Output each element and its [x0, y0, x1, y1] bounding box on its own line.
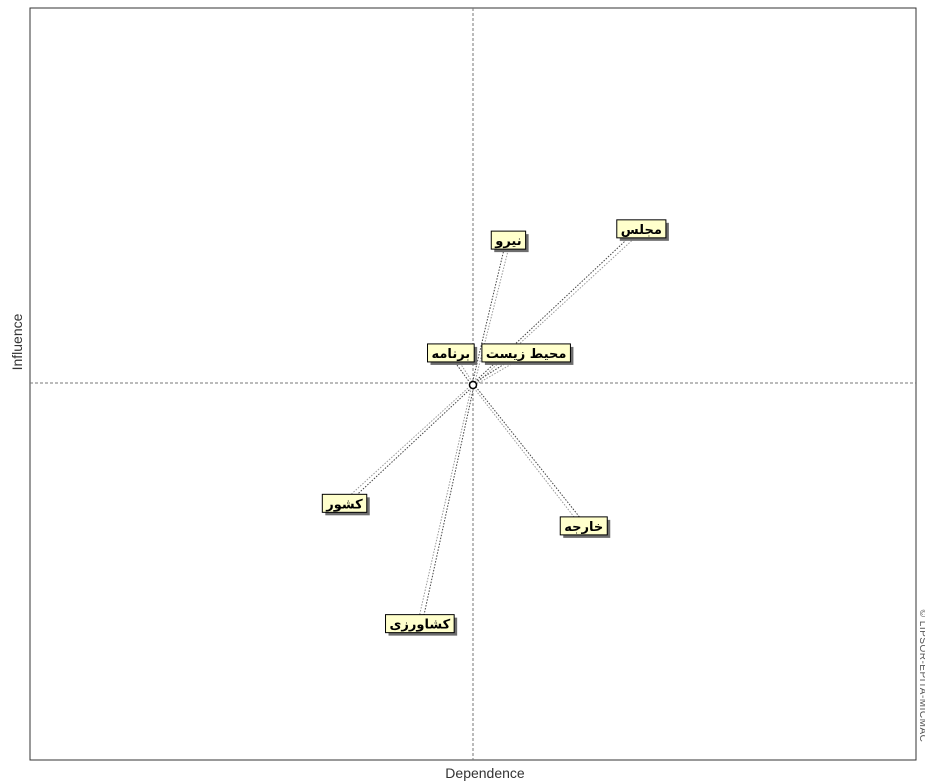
x-axis-title: Dependence: [445, 765, 525, 781]
point-label-5: خارجه: [559, 516, 611, 538]
point-label-text: نیرو: [494, 234, 521, 249]
point-label-box: [616, 219, 667, 239]
y-axis-title: Influence: [9, 313, 25, 370]
point-label-2: برنامه: [427, 343, 478, 365]
point-label-6: کشاورزی: [385, 614, 458, 636]
labels-layer: مجلس نیرو برنامه محیط زیست کشور خارجه کشاورزی: [321, 219, 669, 636]
ray-line-0-0: [471, 226, 641, 385]
point-label-text: کشاورزی: [390, 618, 451, 633]
point-label-box: [321, 493, 368, 513]
watermark: © LIPSOR-EPITA-MICMAC: [917, 610, 925, 743]
point-label-box: [481, 343, 571, 363]
point-label-box: [490, 230, 527, 250]
point-label-text: برنامه: [432, 347, 471, 362]
ray-line-1-1: [473, 240, 512, 386]
point-label-box: [427, 343, 475, 363]
point-label-text: محیط زیست: [486, 347, 567, 362]
point-label-0: مجلس: [616, 219, 669, 241]
ray-line-1-0: [471, 239, 507, 385]
point-label-text: مجلس: [621, 223, 662, 238]
point-label-1: نیرو: [490, 230, 529, 253]
ray-line-2-1: [452, 351, 475, 385]
ray-line-2-0: [448, 353, 473, 386]
ray-line-4-0: [345, 385, 475, 506]
point-label-4: کشور: [321, 493, 370, 516]
ray-line-4-1: [342, 383, 473, 503]
point-label-text: خارجه: [564, 520, 603, 535]
center-point: [468, 380, 478, 390]
point-label-text: کشور: [325, 497, 363, 512]
point-label-box: [385, 614, 455, 634]
point-label-3: محیط زیست: [481, 343, 574, 365]
point-label-box: [559, 516, 608, 536]
ray-line-0-1: [473, 230, 644, 387]
